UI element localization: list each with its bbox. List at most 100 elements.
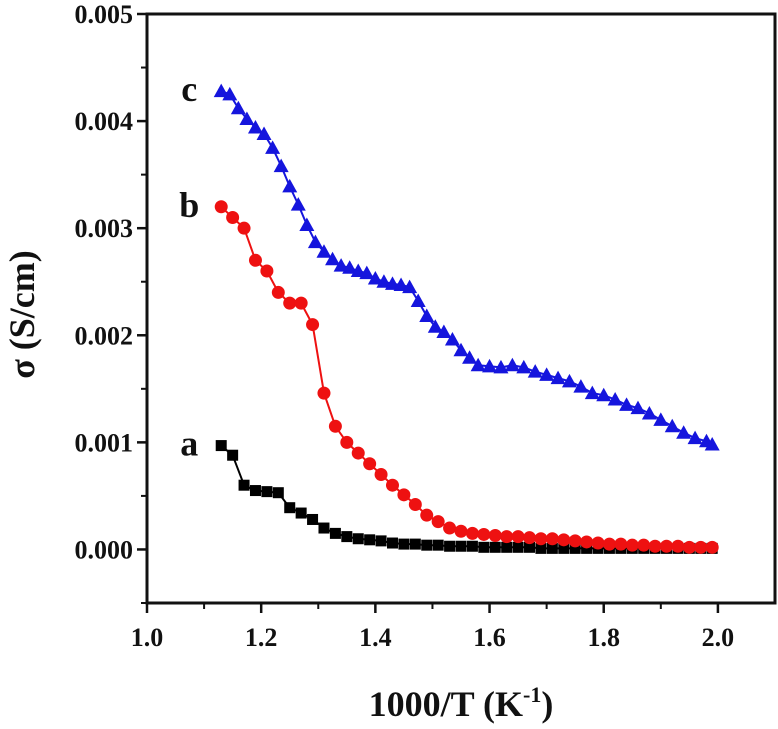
series-b-point (682, 540, 696, 554)
series-b-point (694, 540, 708, 554)
series-c-point (393, 277, 409, 291)
series-c-point (561, 373, 577, 388)
series-a-point (307, 513, 319, 525)
series-c-point (307, 234, 323, 249)
y-tick-label: 0.004 (75, 107, 134, 136)
series-a-point (501, 541, 513, 553)
series-a-point (352, 533, 364, 545)
series-b-point (260, 264, 274, 278)
series-b-point (511, 530, 525, 544)
series-b-point (420, 508, 434, 522)
series-c-point (493, 359, 509, 374)
series-b-point (534, 532, 548, 546)
series-a-point (546, 542, 558, 554)
series-c-point (419, 308, 435, 322)
y-tick-label: 0.003 (75, 214, 134, 243)
series-c-point (573, 379, 589, 393)
series-b-point (557, 533, 571, 547)
y-tick-label: 0.001 (75, 428, 134, 457)
series-b-point (294, 296, 308, 310)
series-c-point (325, 251, 341, 266)
series-b-label: b (179, 185, 199, 225)
series-b-point (248, 253, 262, 267)
series-c-point (630, 400, 646, 415)
series-c-point (402, 279, 418, 294)
series-b-point (614, 537, 628, 551)
series-a-label: a (180, 424, 198, 464)
series-a-point (261, 486, 273, 498)
series-b-point (237, 221, 251, 235)
series-c-line (220, 90, 713, 446)
series-c-point (550, 370, 566, 385)
series-c-point (607, 392, 623, 406)
series-c-point (687, 430, 703, 445)
series-b-point (397, 488, 411, 502)
y-tick-label: 0.000 (75, 535, 134, 564)
series-c-point (653, 412, 669, 426)
series-b-point (385, 478, 399, 492)
series-c-point (376, 274, 392, 288)
series-b-point (214, 200, 228, 214)
series-b-point (317, 386, 331, 400)
series-a-point (215, 440, 227, 452)
series-c-point (299, 217, 315, 231)
series-c-point (230, 100, 246, 115)
series-c-point (516, 359, 532, 374)
series-a-point (478, 541, 490, 553)
y-axis-title: σ (S/cm) (2, 250, 42, 379)
series-a-point (535, 542, 547, 554)
series-c-point (222, 86, 238, 101)
x-tick-label: 1.2 (245, 623, 278, 652)
series-b-point (523, 531, 537, 545)
series-c-point (539, 367, 555, 381)
series-c-point (247, 120, 263, 134)
y-tick-label: 0.005 (75, 0, 134, 29)
series-a-point (444, 540, 456, 552)
series-b-point (431, 515, 445, 529)
series-b-point (625, 538, 639, 552)
series-b-point (283, 296, 297, 310)
series-c-point (410, 293, 426, 308)
series-b-point (351, 446, 365, 460)
series-c-point (453, 342, 469, 357)
series-b-point (340, 435, 354, 449)
series-b-point (477, 527, 491, 541)
series-a-point (249, 485, 261, 497)
series-a-point (455, 540, 467, 552)
series-a-point (569, 542, 581, 554)
plot-frame (145, 12, 777, 605)
series-b-line (220, 206, 713, 549)
series-a-point (375, 535, 387, 547)
series-b-point (454, 524, 468, 538)
x-tick-label: 1.0 (131, 623, 164, 652)
series-a-point (272, 487, 284, 499)
x-tick-label: 1.4 (359, 623, 392, 652)
series-c-point (265, 140, 281, 154)
series-b-point (328, 419, 342, 433)
series-a-point (364, 534, 376, 546)
series-a-point (512, 541, 524, 553)
series-a-point (329, 527, 341, 539)
series-a-point (341, 531, 353, 543)
series-c-point (462, 350, 478, 364)
series-a-point (284, 502, 296, 514)
series-c-point (641, 405, 657, 420)
label-layer: 1.0 1.2 1.4 1.6 1.8 2.0 0.000 0.001 0.002 0.003 0.… (2, 0, 734, 724)
series-layer (213, 83, 720, 554)
series-b-point (637, 538, 651, 552)
series-b-point (602, 537, 616, 551)
series-a-point (295, 507, 307, 519)
series-c-point (282, 178, 298, 193)
series-b-point (271, 285, 285, 299)
series-a-point (489, 541, 501, 553)
series-b-point (465, 526, 479, 540)
series-b-point (488, 529, 502, 543)
x-axis-title: 1000/T (K-1) (369, 682, 554, 724)
series-c-point (290, 197, 306, 211)
series-b-point (500, 530, 514, 544)
series-a-point (409, 538, 421, 550)
series-c-point (444, 332, 460, 346)
series-a-point (432, 539, 444, 551)
series-c-point (316, 244, 332, 258)
series-c-point (213, 83, 229, 98)
